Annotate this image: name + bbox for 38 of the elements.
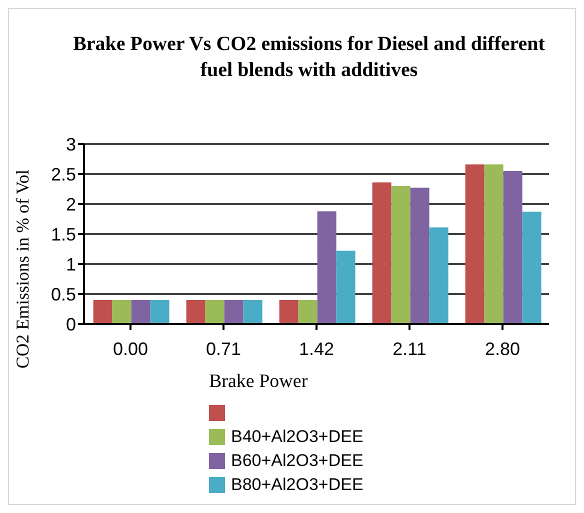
bar bbox=[243, 300, 262, 324]
bar bbox=[150, 300, 170, 324]
bar bbox=[186, 300, 206, 324]
bar bbox=[336, 250, 356, 324]
bar bbox=[317, 211, 336, 324]
legend-label: B80+Al2O3+DEE bbox=[231, 475, 364, 495]
y-tick-label: 2 bbox=[66, 194, 76, 214]
x-axis-title: Brake Power bbox=[209, 371, 308, 393]
bar bbox=[224, 300, 244, 324]
y-axis-title: CO2 Emissions in % of Vol bbox=[12, 170, 34, 368]
bar bbox=[465, 164, 484, 324]
x-tick-label: 1.42 bbox=[298, 338, 334, 359]
bar bbox=[503, 171, 522, 324]
legend-label: B40+Al2O3+DEE bbox=[231, 427, 364, 447]
y-tick-label: 3 bbox=[66, 134, 76, 154]
y-tick-label: 0 bbox=[66, 314, 76, 334]
bar bbox=[93, 300, 112, 324]
y-tick-label: 2.5 bbox=[50, 164, 76, 184]
y-tick-label: 1 bbox=[66, 254, 76, 274]
bar bbox=[484, 164, 504, 324]
bar bbox=[410, 188, 430, 324]
bar bbox=[522, 212, 542, 324]
x-tick-label: 0.71 bbox=[206, 338, 242, 359]
legend-label: B60+Al2O3+DEE bbox=[231, 451, 364, 471]
bar bbox=[112, 300, 132, 324]
bar bbox=[429, 227, 448, 324]
chart-title: Brake Power Vs CO2 emissions for Diesel and different fuel blends with additives bbox=[72, 32, 546, 83]
bar bbox=[372, 182, 392, 324]
x-tick-label: 2.11 bbox=[392, 338, 426, 359]
bar bbox=[131, 300, 150, 324]
x-tick-label: 0.00 bbox=[112, 338, 148, 359]
y-tick-label: 0.5 bbox=[50, 284, 76, 304]
bar bbox=[205, 300, 224, 324]
y-tick-label: 1.5 bbox=[50, 224, 76, 244]
x-tick-label: 2.80 bbox=[484, 338, 520, 359]
bar bbox=[391, 186, 410, 324]
bar bbox=[298, 300, 318, 324]
bar bbox=[279, 300, 298, 324]
